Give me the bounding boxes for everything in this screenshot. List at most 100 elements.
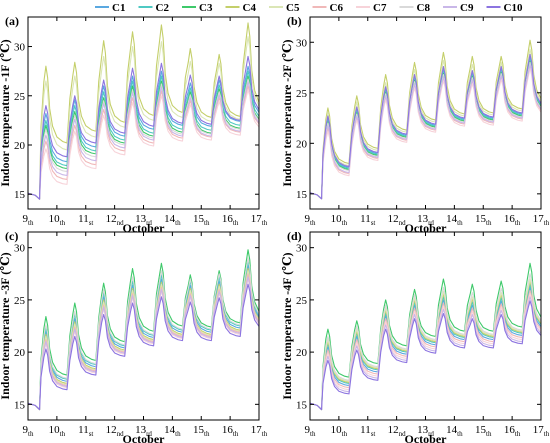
series-line-c3 — [28, 75, 259, 200]
x-tick-label: 10th — [49, 213, 66, 227]
x-tick-label: 16th — [504, 213, 521, 227]
legend-item-c8: C8 — [399, 2, 431, 14]
series-line-c8 — [310, 273, 541, 411]
legend-label: C4 — [243, 2, 257, 14]
x-tick-label: 9th — [305, 424, 316, 438]
legend-item-c1: C1 — [95, 2, 125, 14]
x-tick-label: 11st — [360, 213, 375, 227]
y-tick-label: 25 — [14, 91, 26, 103]
y-tick-label: 30 — [14, 42, 26, 54]
series-line-c3 — [310, 262, 541, 411]
y-tick-label: 25 — [296, 295, 308, 307]
series-line-c5 — [28, 36, 259, 200]
legend-item-c6: C6 — [312, 2, 344, 14]
x-tick-label: 17th — [533, 424, 550, 438]
panel-label: (c) — [5, 229, 18, 243]
series-line-c10 — [28, 55, 259, 200]
y-axis-title: Indoor temperature -4F (℃) — [280, 252, 294, 399]
series-line-c8 — [310, 61, 541, 200]
panel-a: 15 20 25 30 9th 10th 11st 12nd 13rd 14th 15th 16th 1… — [0, 14, 268, 235]
legend-label: C6 — [330, 2, 344, 14]
x-tick-label: 9th — [305, 213, 316, 227]
y-axis-title: Indoor temperature -3F (℃) — [0, 252, 12, 399]
x-tick-label: 13rd — [135, 213, 152, 227]
series-line-c7 — [28, 278, 259, 411]
x-tick-label: 9th — [23, 213, 34, 227]
x-tick-label: 13rd — [417, 213, 434, 227]
panel-label: (a) — [5, 14, 19, 28]
legend-item-c3: C3 — [182, 2, 213, 14]
x-tick-label: 11st — [78, 213, 93, 227]
series-line-c9 — [310, 63, 541, 200]
x-tick-label: 9th — [23, 424, 34, 438]
x-tick-label: 12nd — [388, 213, 407, 227]
panel-b: 15 20 25 30 9th 10th 11st 12nd 13rd 14th 15th 16th 1… — [280, 14, 550, 235]
y-tick-label: 15 — [14, 189, 26, 201]
x-tick-label: 12nd — [106, 424, 125, 438]
series-line-c4 — [28, 22, 259, 200]
legend-item-c4: C4 — [225, 2, 257, 14]
legend-item-c7: C7 — [356, 2, 387, 14]
x-tick-label: 13rd — [135, 424, 152, 438]
y-axis-title: Indoor temperature -1F (℃) — [0, 39, 12, 186]
x-tick-label: 15th — [475, 213, 492, 227]
x-tick-label: 10th — [331, 424, 348, 438]
x-tick-label: 11st — [78, 424, 93, 438]
series-group — [310, 262, 541, 411]
series-line-c10 — [310, 53, 541, 200]
x-tick-label: 15th — [193, 424, 210, 438]
series-line-c9 — [310, 296, 541, 411]
y-tick-label: 20 — [14, 347, 26, 359]
y-tick-label: 30 — [14, 243, 26, 255]
y-tick-label: 15 — [296, 189, 308, 201]
x-tick-label: 13rd — [417, 424, 434, 438]
x-axis-title: October — [405, 432, 448, 443]
series-line-c9 — [28, 276, 259, 411]
y-tick-label: 25 — [14, 295, 26, 307]
y-tick-label: 20 — [296, 138, 308, 150]
y-tick-label: 30 — [296, 37, 308, 49]
legend-label: C9 — [460, 2, 474, 14]
legend-label: C2 — [156, 2, 170, 14]
series-group — [28, 22, 259, 200]
x-tick-label: 12nd — [106, 213, 125, 227]
x-tick-label: 17th — [251, 213, 268, 227]
series-line-c2 — [28, 70, 259, 200]
chart-panels: 15 20 25 30 9th 10th 11st 12nd 13rd 14th 15th 16th 1… — [0, 14, 550, 443]
legend: C1 C2 C3 C4 C5 C6 C7 C8 C9 C10 — [95, 2, 523, 14]
x-tick-label: 10th — [331, 213, 348, 227]
series-line-c4 — [310, 39, 541, 200]
x-axis-title: October — [123, 432, 166, 443]
series-line-c10 — [28, 283, 259, 411]
panel-label: (d) — [287, 229, 302, 243]
series-group — [310, 39, 541, 200]
legend-label: C1 — [112, 2, 125, 14]
series-group — [28, 249, 259, 411]
x-tick-label: 11st — [360, 424, 375, 438]
legend-item-c2: C2 — [138, 2, 170, 14]
series-line-c8 — [28, 78, 259, 200]
legend-item-c10: C10 — [486, 2, 523, 14]
panel-d: 15 20 25 30 9th 10th 11st 12nd 13rd 14th 15th 16th 1… — [280, 229, 550, 443]
y-axis-title: Indoor temperature -2F (℃) — [280, 39, 294, 186]
legend-label: C8 — [417, 2, 431, 14]
y-tick-label: 15 — [14, 399, 26, 411]
series-line-c9 — [28, 81, 259, 200]
series-line-c7 — [28, 89, 259, 200]
x-tick-label: 12nd — [388, 424, 407, 438]
x-tick-label: 16th — [222, 213, 239, 227]
y-tick-label: 15 — [296, 399, 308, 411]
x-tick-label: 15th — [193, 213, 210, 227]
legend-label: C5 — [286, 2, 300, 14]
series-line-c10 — [310, 300, 541, 411]
x-tick-label: 15th — [475, 424, 492, 438]
x-tick-label: 14th — [164, 213, 181, 227]
x-tick-label: 17th — [533, 213, 550, 227]
x-tick-label: 14th — [446, 424, 463, 438]
x-tick-label: 17th — [251, 424, 268, 438]
x-tick-label: 16th — [222, 424, 239, 438]
x-tick-label: 10th — [49, 424, 66, 438]
legend-item-c9: C9 — [443, 2, 474, 14]
series-line-c3 — [28, 249, 259, 411]
